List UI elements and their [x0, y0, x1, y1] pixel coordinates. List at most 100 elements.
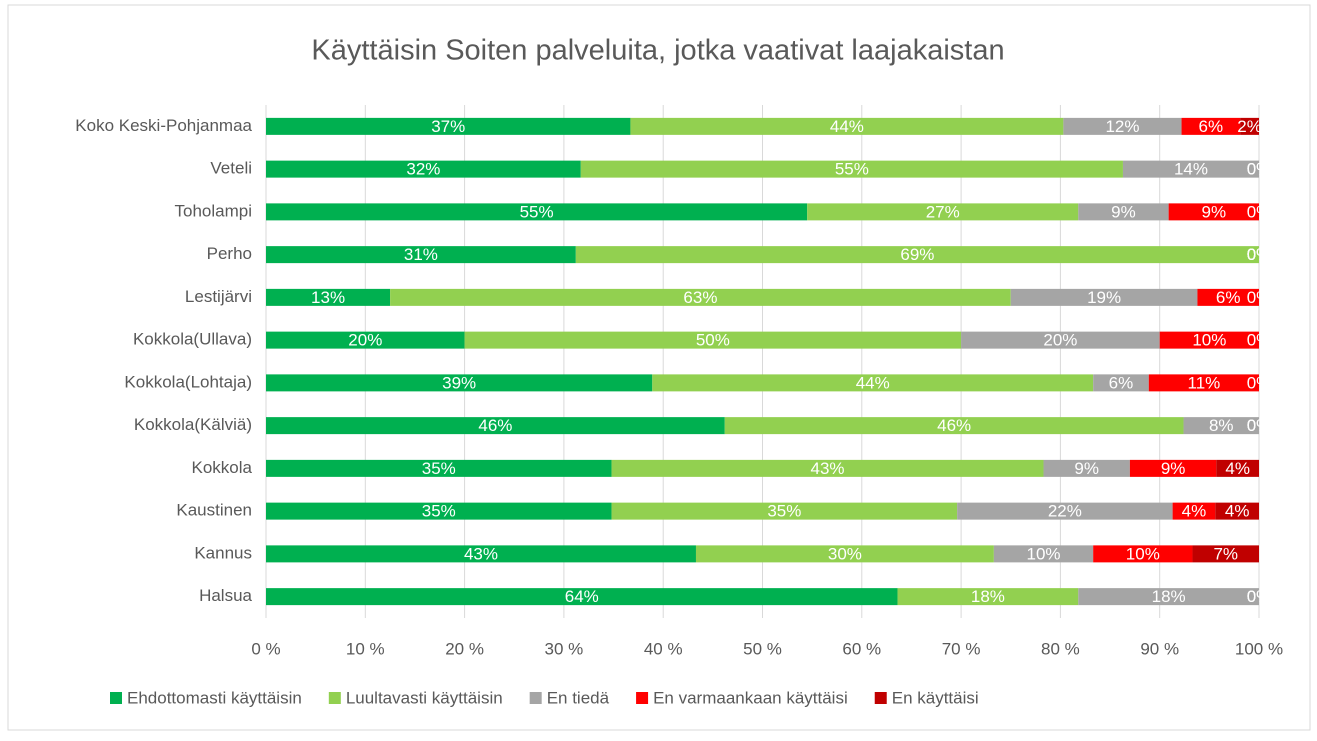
- bar-segment: [1216, 459, 1259, 477]
- x-tick-label: 70 %: [942, 639, 981, 658]
- bar-segment: [266, 545, 696, 563]
- bar-segment: [266, 459, 612, 477]
- x-tick-label: 80 %: [1041, 639, 1080, 658]
- data-label: 0%: [1247, 245, 1272, 264]
- bar-segment: [1197, 288, 1259, 306]
- data-label: 46%: [478, 416, 512, 435]
- bar-segment: [266, 374, 653, 392]
- x-tick-label: 60 %: [842, 639, 881, 658]
- y-tick-label: Lestijärvi: [185, 287, 252, 306]
- data-label: 43%: [811, 459, 845, 478]
- data-label: 6%: [1109, 373, 1134, 392]
- data-label: 31%: [404, 245, 438, 264]
- bar-segment: [957, 502, 1173, 520]
- bar-segment: [1093, 374, 1149, 392]
- data-label: 12%: [1105, 117, 1139, 136]
- bar-segment: [266, 588, 898, 606]
- x-tick-label: 40 %: [644, 639, 683, 658]
- bar-segment: [1129, 459, 1217, 477]
- data-label: 18%: [971, 587, 1005, 606]
- data-label: 13%: [311, 288, 345, 307]
- data-label: 0%: [1247, 160, 1272, 179]
- bar-segment: [897, 588, 1079, 606]
- y-tick-label: Koko Keski-Pohjanmaa: [75, 116, 252, 135]
- bar-segment: [266, 417, 725, 435]
- data-label: 9%: [1202, 202, 1227, 221]
- bar-segment: [575, 246, 1259, 264]
- data-label: 55%: [835, 160, 869, 179]
- y-tick-label: Kokkola(Ullava): [133, 330, 252, 349]
- x-tick-label: 20 %: [445, 639, 484, 658]
- data-label: 14%: [1174, 160, 1208, 179]
- x-tick-label: 0 %: [251, 639, 280, 658]
- data-label: 35%: [422, 502, 456, 521]
- bar-segment: [1093, 545, 1193, 563]
- data-label: 2%: [1237, 117, 1262, 136]
- legend-label: Ehdottomasti käyttäisin: [127, 688, 302, 707]
- legend-swatch: [110, 692, 122, 704]
- data-label: 9%: [1111, 202, 1136, 221]
- data-label: 64%: [565, 587, 599, 606]
- data-label: 35%: [422, 459, 456, 478]
- y-tick-label: Kokkola(Lohtaja): [124, 372, 252, 391]
- bar-segment: [1192, 545, 1259, 563]
- x-tick-label: 50 %: [743, 639, 782, 658]
- bar-segment: [1063, 117, 1182, 135]
- data-label: 39%: [442, 373, 476, 392]
- x-tick-label: 10 %: [346, 639, 385, 658]
- data-label: 7%: [1213, 544, 1238, 563]
- data-label: 10%: [1027, 544, 1061, 563]
- bar-segment: [1240, 117, 1259, 135]
- data-label: 46%: [937, 416, 971, 435]
- bar-segment: [266, 502, 612, 520]
- data-label: 20%: [348, 331, 382, 350]
- data-label: 0%: [1247, 245, 1272, 264]
- data-label: 4%: [1182, 502, 1207, 521]
- bar-segment: [724, 417, 1184, 435]
- bar-segment: [611, 502, 958, 520]
- legend-label: Luultavasti käyttäisin: [346, 688, 503, 707]
- bar-segment: [266, 288, 391, 306]
- data-label: 8%: [1209, 416, 1234, 435]
- data-label: 43%: [464, 544, 498, 563]
- x-tick-label: 30 %: [545, 639, 584, 658]
- data-label: 4%: [1225, 502, 1250, 521]
- data-label: 32%: [406, 160, 440, 179]
- chart-border: [7, 4, 1311, 731]
- y-tick-label: Kokkola(Kälviä): [134, 415, 252, 434]
- bar-segment: [266, 117, 631, 135]
- bar-segment: [1183, 417, 1259, 435]
- bar-segment: [266, 160, 581, 178]
- data-label: 20%: [1043, 331, 1077, 350]
- legend-swatch: [874, 692, 887, 704]
- data-label: 0%: [1247, 160, 1272, 179]
- data-label: 4%: [1225, 459, 1250, 478]
- data-label: 0%: [1247, 202, 1272, 221]
- bar-segment: [1159, 331, 1259, 349]
- bar-segment: [611, 459, 1044, 477]
- data-label: 63%: [683, 288, 717, 307]
- bar-segment: [1078, 203, 1169, 221]
- data-label: 0%: [1247, 288, 1272, 307]
- legend-label: En varmaankaan käyttäisi: [653, 688, 848, 707]
- legend-label: En tiedä: [547, 688, 610, 707]
- legend-swatch: [529, 692, 542, 704]
- y-tick-label: Veteli: [210, 159, 252, 178]
- data-label: 10%: [1192, 331, 1226, 350]
- bar-segment: [390, 288, 1011, 306]
- y-tick-label: Kaustinen: [176, 501, 252, 520]
- bar-segment: [266, 203, 808, 221]
- data-label: 0%: [1247, 416, 1272, 435]
- legend-label: En käyttäisi: [892, 688, 979, 707]
- data-label: 44%: [830, 117, 864, 136]
- data-label: 0%: [1247, 373, 1272, 392]
- y-tick-label: Kannus: [194, 543, 252, 562]
- y-tick-label: Toholampi: [175, 201, 253, 220]
- bar-segment: [1168, 203, 1259, 221]
- data-label: 35%: [767, 502, 801, 521]
- bar-segment: [1078, 588, 1259, 606]
- bar-segment: [993, 545, 1094, 563]
- x-tick-label: 90 %: [1140, 639, 1179, 658]
- data-label: 0%: [1247, 416, 1272, 435]
- bar-segment: [1215, 502, 1259, 520]
